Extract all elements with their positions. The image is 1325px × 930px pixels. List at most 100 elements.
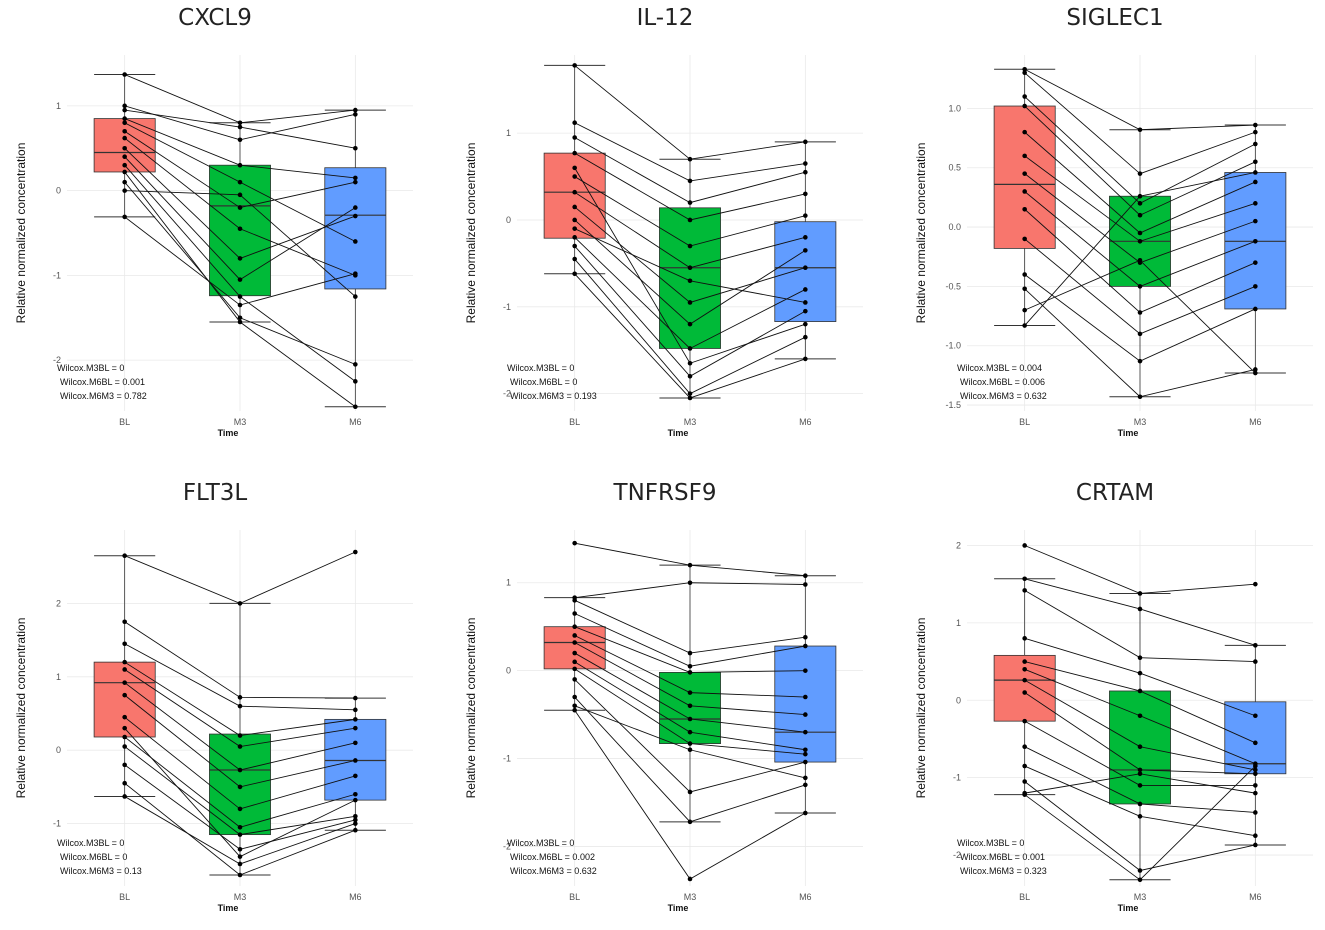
data-point [237, 854, 243, 859]
data-point [687, 650, 693, 656]
data-point [1253, 740, 1258, 746]
data-point [572, 640, 577, 645]
data-point [572, 694, 577, 700]
data-point [1137, 212, 1143, 218]
data-point [353, 294, 358, 299]
box-BL [993, 68, 1056, 327]
chart-plot: 1 0 -1 -2 BL M3 M6 Time Relative normalized conc… [464, 55, 863, 438]
data-point [237, 226, 243, 232]
stat-annotation: Wilcox.M6M3 = 0.782 [60, 391, 147, 401]
data-point [1137, 744, 1143, 749]
data-point [122, 744, 127, 749]
data-point [237, 179, 243, 185]
y-tick-label: -0.5 [945, 281, 961, 291]
y-tick-label: 0.5 [948, 163, 961, 173]
data-point [803, 334, 808, 340]
data-point [1253, 790, 1258, 796]
data-point [237, 120, 243, 126]
data-point [237, 137, 243, 143]
y-axis-title: Relative normalized concentration [14, 143, 28, 324]
x-tick-label: M6 [799, 892, 812, 902]
data-point [353, 695, 358, 701]
data-point [353, 239, 358, 244]
data-point [687, 819, 693, 825]
data-point [1253, 370, 1258, 376]
data-point [1137, 331, 1143, 337]
data-point [353, 707, 358, 713]
data-point [1253, 218, 1258, 224]
data-point [353, 179, 358, 185]
data-point [237, 601, 243, 606]
data-point [122, 154, 127, 160]
data-point [687, 663, 693, 669]
data-point [1022, 667, 1027, 672]
data-point [687, 395, 693, 401]
data-point [1137, 239, 1143, 244]
data-point [572, 135, 577, 140]
subject-lines [572, 540, 808, 882]
data-point [687, 562, 693, 568]
data-point [687, 156, 693, 162]
stat-annotation: Wilcox.M3BL = 0 [57, 363, 124, 373]
chart-plot: 2 1 0 -1 -2 BL M3 M6 Time Relative normalized con… [914, 530, 1313, 913]
y-tick-label: 0 [506, 666, 511, 676]
data-point [237, 767, 243, 773]
y-tick-label: -1 [53, 819, 61, 829]
box-M3 [1109, 592, 1171, 881]
chart-panel: CRTAM 2 1 0 -1 -2 BL M3 M6 Time Relative normalize… [905, 480, 1325, 930]
data-point [572, 217, 577, 223]
data-point [353, 758, 358, 763]
data-point [687, 217, 693, 223]
data-point [1137, 670, 1143, 676]
box-M3 [209, 602, 271, 876]
data-point [1022, 70, 1027, 76]
data-point [1022, 307, 1027, 313]
data-point [1022, 171, 1027, 176]
data-point [687, 300, 693, 305]
data-point [803, 747, 808, 753]
data-point [1137, 310, 1143, 315]
x-tick-label: M3 [684, 417, 697, 427]
data-point [353, 791, 358, 797]
data-point [122, 116, 127, 121]
x-axis-title: Time [668, 903, 689, 913]
data-point [572, 633, 577, 638]
data-point [572, 120, 577, 126]
data-point [122, 667, 127, 672]
data-point [1022, 323, 1027, 328]
stat-annotation: Wilcox.M6M3 = 0.323 [960, 866, 1047, 876]
data-point [1022, 272, 1027, 277]
x-axis-title: Time [1118, 903, 1139, 913]
data-point [353, 175, 358, 181]
data-point [353, 725, 358, 731]
x-tick-label: BL [569, 417, 580, 427]
data-point [353, 271, 358, 276]
data-point [803, 643, 808, 649]
data-point [122, 188, 127, 193]
data-point [803, 810, 808, 816]
data-point [572, 540, 577, 546]
data-point [122, 641, 127, 647]
data-point [1022, 94, 1027, 99]
x-axis-title: Time [218, 428, 239, 438]
data-point [1253, 643, 1258, 648]
data-point [572, 677, 577, 682]
data-point [1253, 159, 1258, 165]
data-point [122, 794, 127, 799]
data-point [572, 243, 577, 249]
data-point [687, 580, 693, 586]
data-point [1137, 394, 1143, 400]
data-point [572, 150, 577, 156]
data-point [687, 741, 693, 746]
data-point [237, 861, 243, 867]
data-point [1137, 284, 1143, 289]
data-point [1253, 122, 1258, 128]
data-point [1253, 783, 1258, 788]
stat-annotation: Wilcox.M3BL = 0 [957, 838, 1024, 848]
y-tick-label: -1 [53, 270, 61, 280]
data-point [1137, 591, 1143, 596]
data-point [572, 174, 577, 179]
data-point [803, 751, 808, 757]
data-point [687, 278, 693, 284]
data-point [803, 169, 808, 175]
